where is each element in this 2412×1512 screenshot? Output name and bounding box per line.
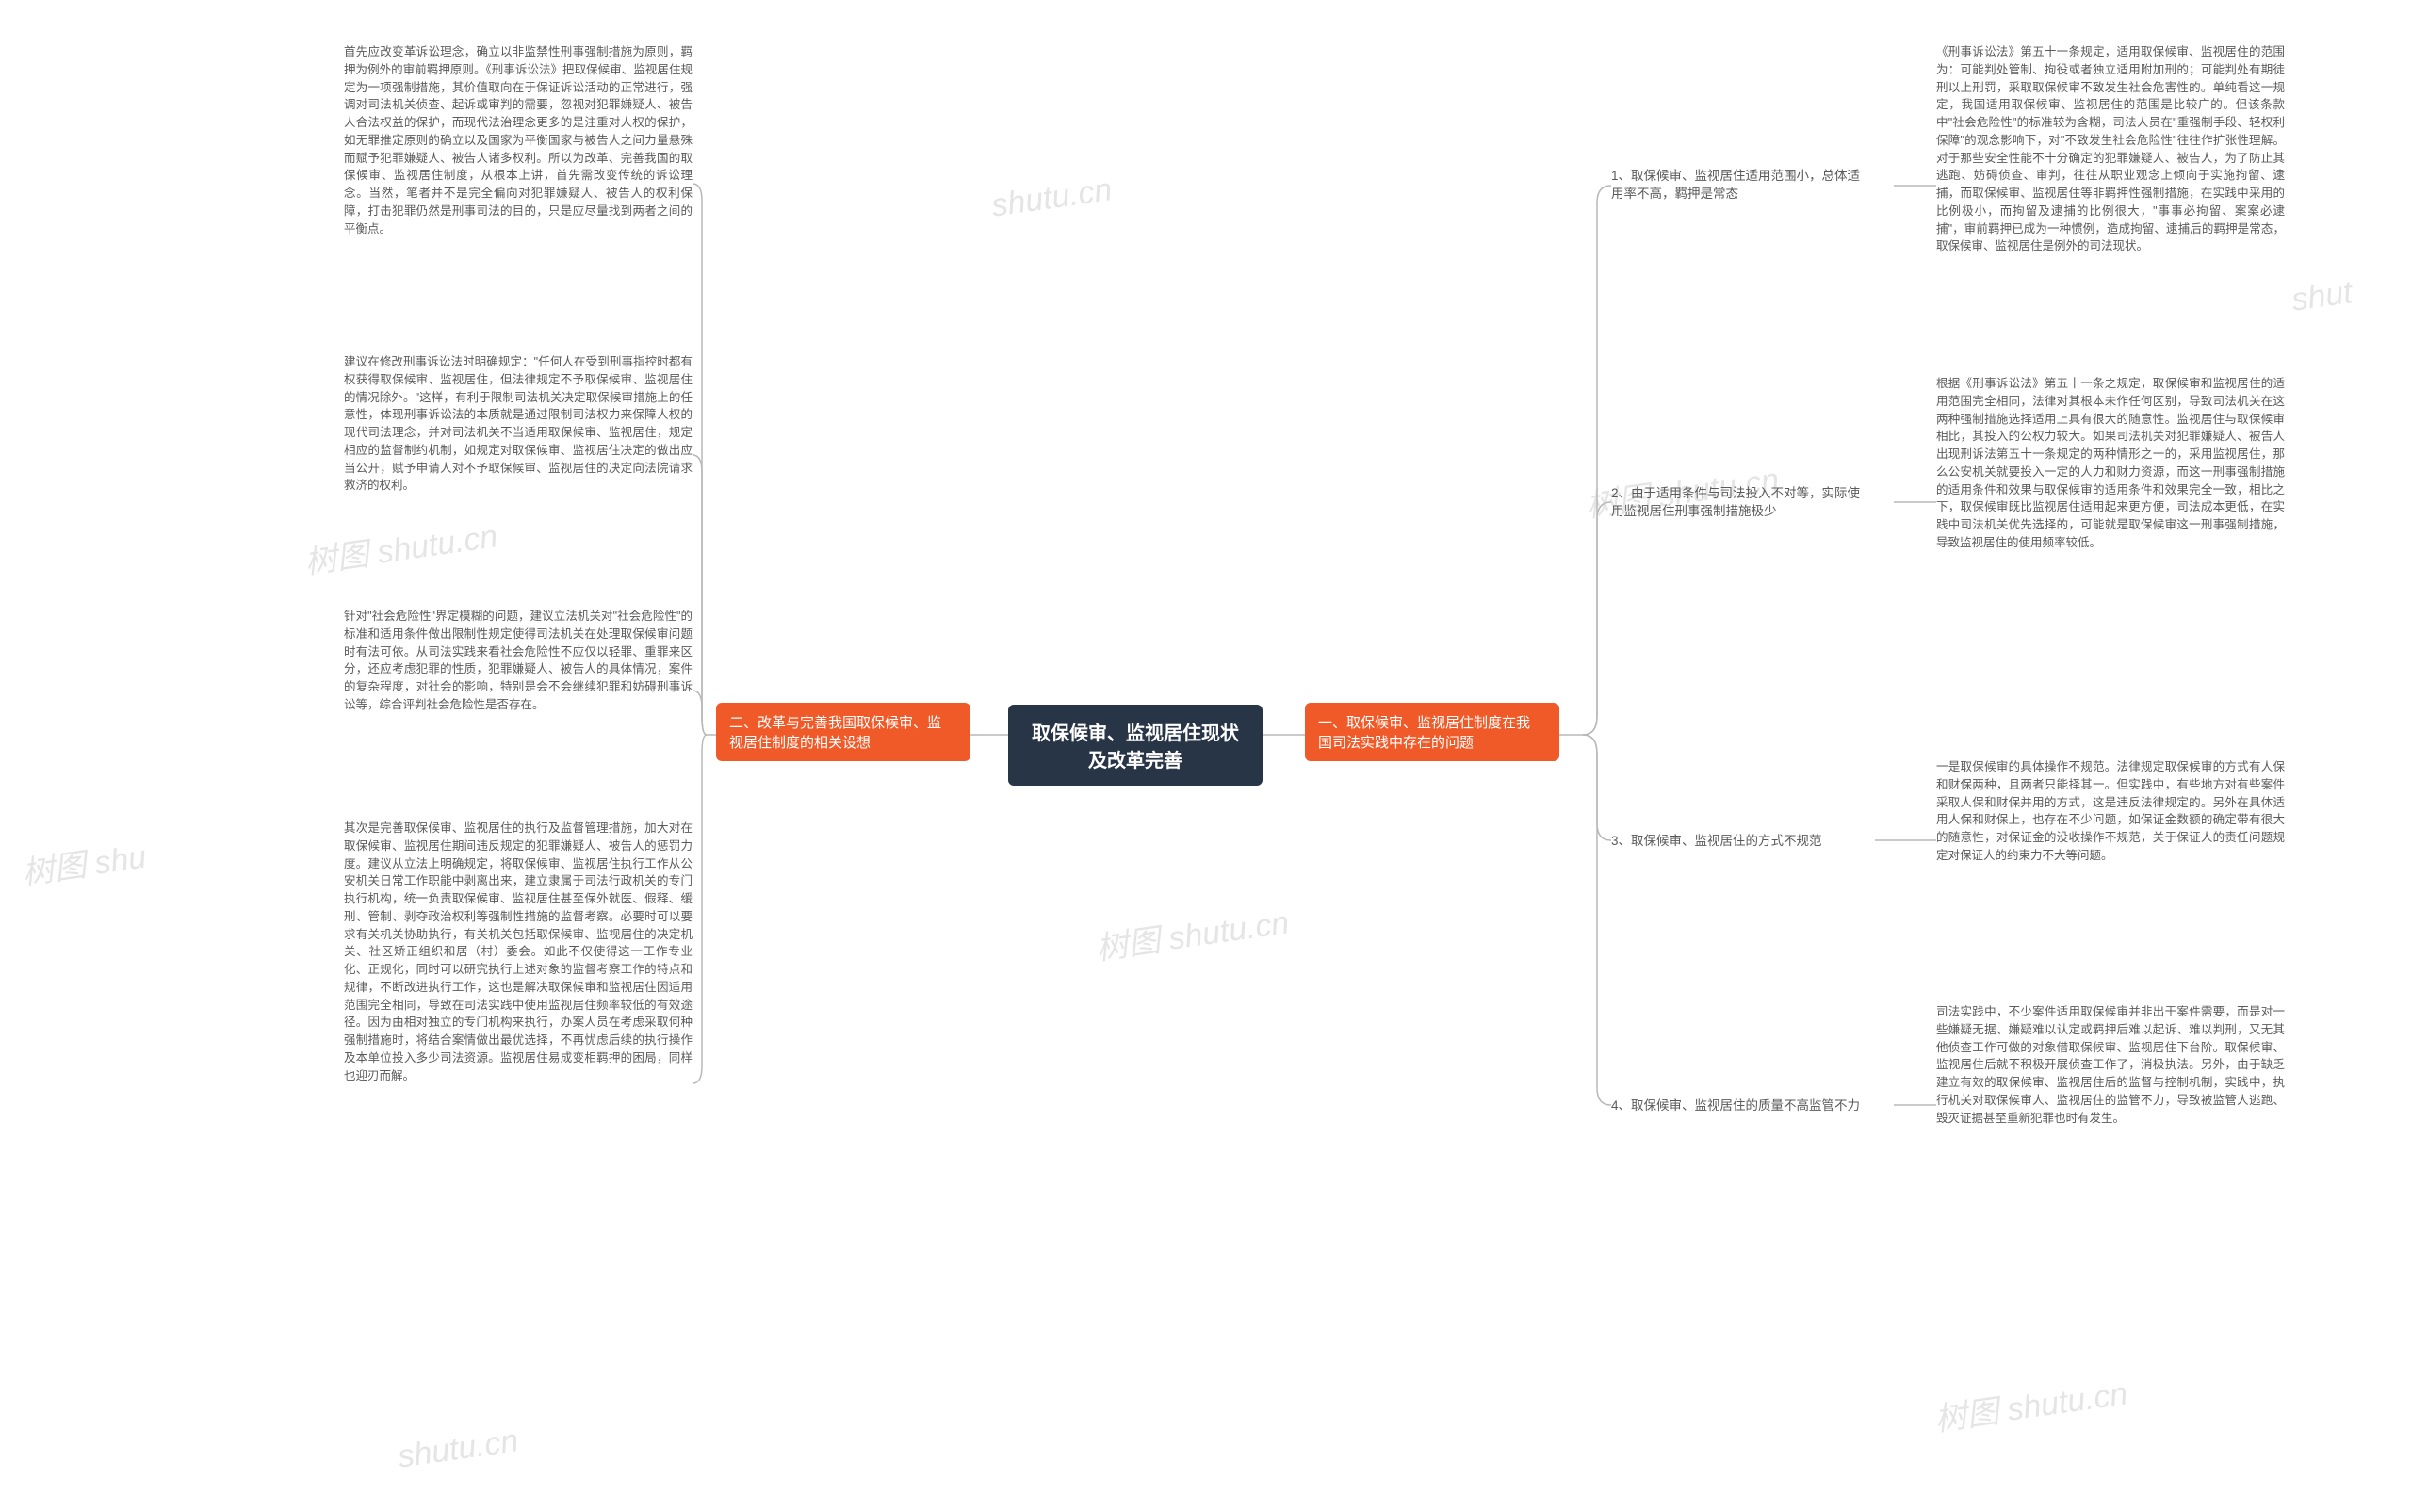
branch-right: 一、取保候审、监视居住制度在我 国司法实践中存在的问题 <box>1305 703 1559 761</box>
right-leaf-1-label: 1、取保候审、监视居住适用范围小，总体适 用率不高，羁押是常态 <box>1611 168 1894 203</box>
right-leaf-2-label: 2、由于适用条件与司法投入不对等，实际使 用监视居住刑事强制措施极少 <box>1611 485 1894 521</box>
watermark: 树图 shutu.cn <box>1931 1367 2130 1439</box>
right-leaf-2-l2: 用监视居住刑事强制措施极少 <box>1611 504 1777 518</box>
watermark: shut <box>2290 274 2355 319</box>
right-leaf-3-label: 3、取保候审、监视居住的方式不规范 <box>1611 833 1875 851</box>
left-detail-3: 针对"社会危险性"界定模糊的问题，建议立法机关对"社会危险性"的标准和适用条件做… <box>344 608 693 714</box>
left-detail-2: 建议在修改刑事诉讼法时明确规定："任何人在受到刑事指控时都有权获得取保候审、监视… <box>344 353 693 495</box>
watermark: shutu.cn <box>396 1423 521 1476</box>
right-leaf-1-l1: 1、取保候审、监视居住适用范围小，总体适 <box>1611 169 1860 183</box>
right-leaf-2-l1: 2、由于适用条件与司法投入不对等，实际使 <box>1611 486 1860 500</box>
center-node: 取保候审、监视居住现状 及改革完善 <box>1008 705 1263 786</box>
branch-left-line1: 二、改革与完善我国取保候审、监 <box>729 715 941 731</box>
right-detail-4: 司法实践中，不少案件适用取保候审并非出于案件需要，而是对一些嫌疑无据、嫌疑难以认… <box>1936 1003 2285 1127</box>
branch-right-line1: 一、取保候审、监视居住制度在我 <box>1318 715 1530 731</box>
right-detail-1: 《刑事诉讼法》第五十一条规定，适用取保候审、监视居住的范围为：可能判处管制、拘役… <box>1936 43 2285 255</box>
right-leaf-4-label: 4、取保候审、监视居住的质量不高监管不力 <box>1611 1097 1894 1115</box>
right-detail-3: 一是取保候审的具体操作不规范。法律规定取保候审的方式有人保和财保两种，且两者只能… <box>1936 758 2285 865</box>
branch-left-line2: 视居住制度的相关设想 <box>729 735 871 751</box>
center-title-line1: 取保候审、监视居住现状 <box>1032 723 1239 744</box>
branch-left: 二、改革与完善我国取保候审、监 视居住制度的相关设想 <box>716 703 970 761</box>
right-leaf-4-l1: 4、取保候审、监视居住的质量不高监管不力 <box>1611 1098 1860 1113</box>
right-detail-2: 根据《刑事诉讼法》第五十一条之规定，取保候审和监视居住的适用范围完全相同，法律对… <box>1936 375 2285 552</box>
watermark: 树图 shutu.cn <box>302 510 500 582</box>
left-detail-1: 首先应改变革诉讼理念，确立以非监禁性刑事强制措施为原则，羁押为例外的审前羁押原则… <box>344 43 693 237</box>
branch-right-line2: 国司法实践中存在的问题 <box>1318 735 1474 751</box>
watermark: 树图 shutu.cn <box>1093 896 1292 968</box>
right-leaf-1-l2: 用率不高，羁押是常态 <box>1611 187 1738 201</box>
left-detail-4: 其次是完善取保候审、监视居住的执行及监督管理措施，加大对在取保候审、监视居住期间… <box>344 820 693 1084</box>
center-title-line2: 及改革完善 <box>1088 751 1182 772</box>
right-leaf-3-l1: 3、取保候审、监视居住的方式不规范 <box>1611 834 1822 848</box>
watermark: shutu.cn <box>989 171 1115 225</box>
watermark: 树图 shu <box>19 831 149 894</box>
